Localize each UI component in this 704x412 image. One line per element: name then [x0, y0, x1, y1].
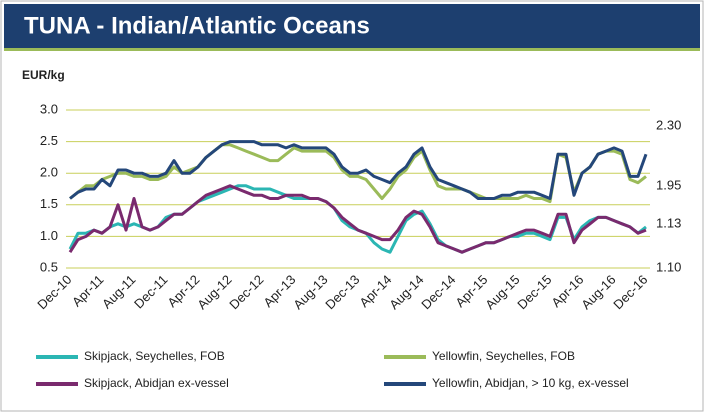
- legend-label: Skipjack, Seychelles, FOB: [84, 349, 225, 363]
- series-line: [69, 140, 648, 200]
- series-line: [68, 184, 647, 254]
- end-value-label: 1.10: [656, 259, 681, 274]
- y-tick-label: 3.0: [40, 101, 58, 116]
- legend-label: Yellowfin, Seychelles, FOB: [432, 349, 575, 363]
- legend-label: Yellowfin, Abidjan, > 10 kg, ex-vessel: [432, 376, 629, 390]
- y-axis-label: EUR/kg: [22, 68, 65, 82]
- y-tick-label: 1.5: [40, 196, 58, 211]
- header-band: [4, 4, 700, 48]
- legend-label: Skipjack, Abidjan ex-vessel: [84, 376, 229, 390]
- series-line: [69, 143, 647, 204]
- y-tick-label: 2.5: [40, 133, 58, 148]
- end-value-label: 1.95: [656, 177, 681, 192]
- end-value-label: 1.13: [656, 215, 681, 230]
- chart-title: TUNA - Indian/Atlantic Oceans: [24, 12, 370, 39]
- y-tick-label: 2.0: [40, 165, 58, 180]
- y-tick-label: 1.0: [40, 228, 58, 243]
- header-rule: [4, 48, 700, 51]
- end-value-label: 2.30: [656, 117, 681, 132]
- y-tick-label: 0.5: [40, 259, 58, 274]
